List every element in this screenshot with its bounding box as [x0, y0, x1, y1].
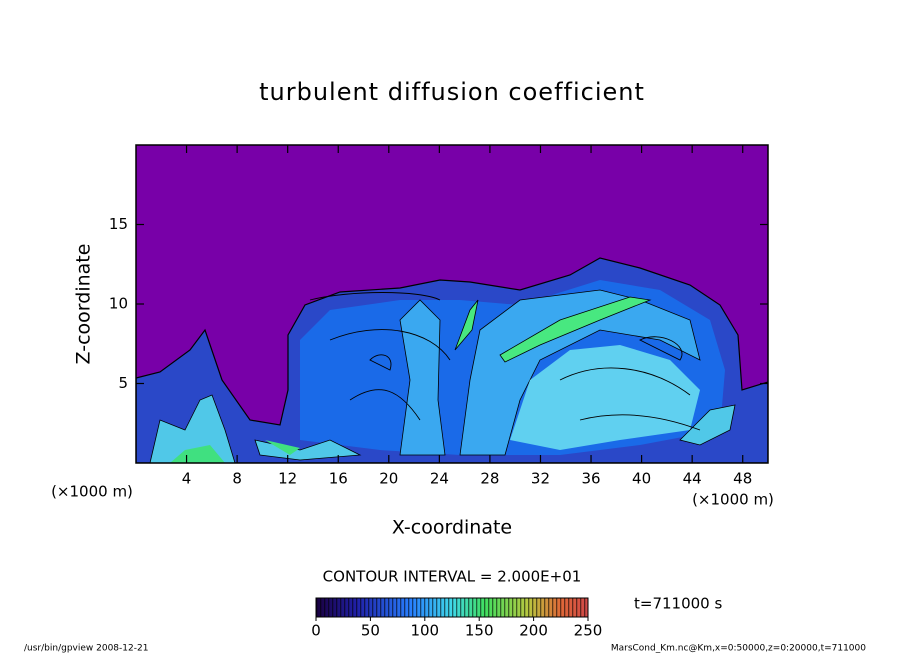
- colorbar-tick-label: 200: [519, 622, 548, 640]
- y-tick-label: 15: [109, 215, 128, 233]
- y-tick-label: 5: [118, 374, 128, 392]
- x-unit: (×1000 m): [692, 491, 774, 509]
- x-tick-label: 36: [581, 470, 600, 488]
- x-tick-label: 8: [232, 470, 242, 488]
- colorbar-tick-label: 50: [361, 622, 380, 640]
- x-tick-label: 24: [430, 470, 449, 488]
- time-label: t=711000 s: [634, 595, 722, 613]
- y-tick-label: 10: [109, 295, 128, 313]
- colorbar-tick-label: 0: [311, 622, 321, 640]
- x-tick-label: 4: [182, 470, 192, 488]
- footer-right: MarsCond_Km.nc@Km,x=0:50000,z=0:20000,t=…: [611, 644, 866, 654]
- x-tick-label: 12: [278, 470, 297, 488]
- field: [136, 145, 768, 463]
- x-tick-label: 32: [531, 470, 550, 488]
- colorbar-tick-label: 150: [465, 622, 494, 640]
- x-unit-left: (×1000 m): [51, 483, 133, 501]
- x-tick-label: 20: [379, 470, 398, 488]
- contour-interval: CONTOUR INTERVAL = 2.000E+01: [323, 568, 582, 586]
- x-tick-label: 44: [683, 470, 702, 488]
- colorbar-frame: [315, 597, 589, 618]
- x-tick-label: 48: [733, 470, 752, 488]
- x-tick-label: 28: [480, 470, 499, 488]
- colorbar-tick-label: 250: [574, 622, 603, 640]
- x-tick-label: 40: [632, 470, 651, 488]
- x-axis-label: X-coordinate: [392, 517, 512, 539]
- colorbar-tick-label: 100: [410, 622, 439, 640]
- x-tick-label: 16: [329, 470, 348, 488]
- y-axis-label: Z-coordinate: [73, 244, 95, 365]
- footer-left: /usr/bin/gpview 2008-12-21: [24, 644, 148, 654]
- chart-title: turbulent diffusion coefficient: [259, 78, 645, 106]
